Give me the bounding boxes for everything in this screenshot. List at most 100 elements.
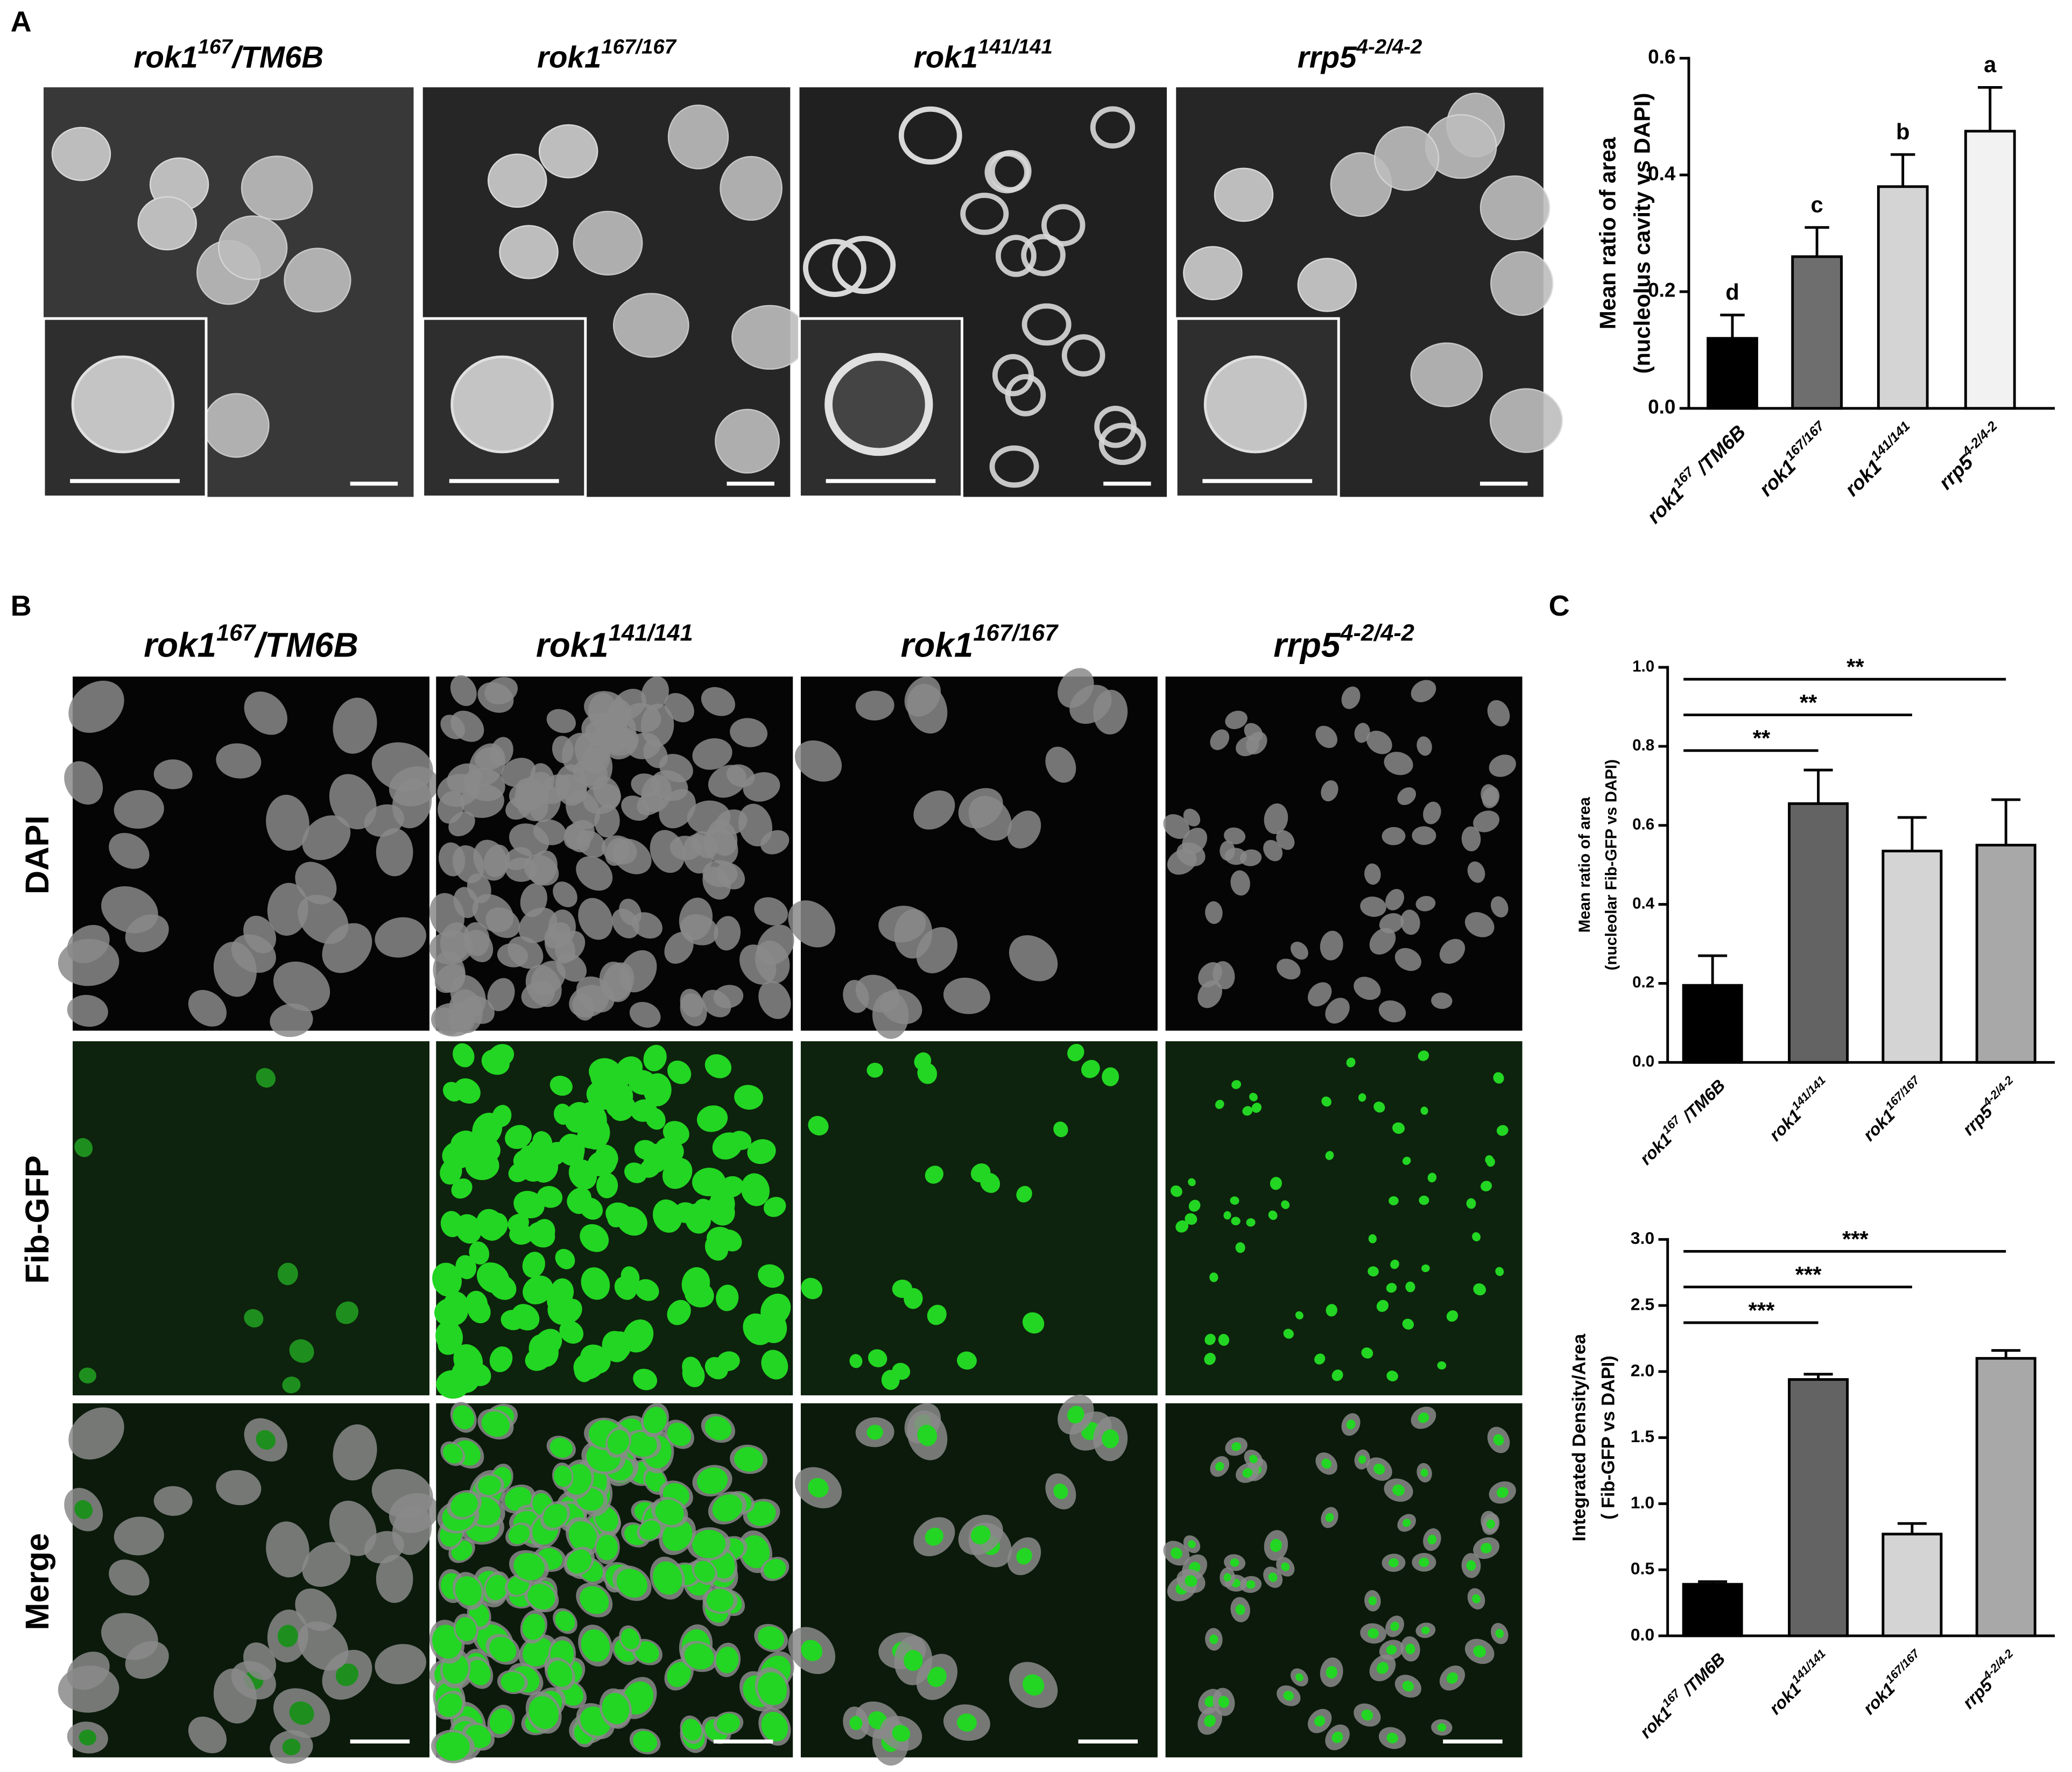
gfp-signal — [489, 1708, 513, 1734]
nucleus — [984, 151, 1030, 194]
gfp-signal — [633, 1731, 658, 1753]
nucleus — [1411, 680, 1436, 702]
nucleus — [576, 856, 613, 891]
gfp-signal — [1321, 1096, 1331, 1107]
gfp-signal — [1188, 1199, 1201, 1212]
gfp-signal — [1481, 1543, 1492, 1554]
gfp-signal — [1495, 1629, 1504, 1639]
nucleus — [943, 977, 990, 1014]
gfp-signal — [957, 1351, 977, 1370]
y-tick-label: 1.0 — [1631, 1493, 1654, 1512]
y-tick-label: 2.5 — [1631, 1294, 1654, 1314]
nucleus — [578, 898, 613, 940]
nucleus — [520, 883, 547, 917]
gfp-signal — [1171, 1547, 1182, 1559]
gfp-signal — [1418, 1412, 1429, 1423]
gfp-signal — [704, 1416, 732, 1441]
nucleus — [1467, 861, 1485, 883]
nucleus — [1320, 930, 1343, 961]
nucleus — [708, 765, 746, 798]
gfp-signal — [652, 1561, 682, 1595]
nucleus — [392, 778, 432, 829]
gfp-signal — [628, 1432, 657, 1457]
gfp-signal — [1419, 1195, 1429, 1205]
significance-letter: c — [1811, 192, 1823, 217]
nucleus — [1220, 841, 1235, 861]
nucleus — [188, 990, 227, 1027]
nucleus — [552, 736, 574, 764]
gfp-signal — [580, 1586, 609, 1614]
gfp-signal — [581, 1267, 610, 1300]
gfp-signal — [716, 1647, 739, 1674]
gfp-signal — [559, 1321, 584, 1344]
genotype-label: rok1167/TM6B — [133, 35, 323, 74]
gfp-signal — [608, 1430, 630, 1455]
gfp-signal — [443, 1444, 463, 1464]
micrograph — [1163, 676, 1523, 1031]
nucleus — [1041, 204, 1086, 246]
gfp-signal — [1376, 1300, 1389, 1312]
genotype-allele: 167 — [216, 620, 256, 646]
gfp-signal — [478, 1476, 501, 1495]
gfp-signal — [1185, 1575, 1197, 1587]
gfp-signal — [256, 1068, 276, 1088]
significance-label: ** — [1753, 725, 1771, 751]
panel-label: B — [11, 590, 32, 622]
nucleus — [1382, 827, 1406, 845]
gfp-signal — [866, 1424, 883, 1440]
genotype-label: rrp54-2/4-2 — [1298, 35, 1422, 74]
gfp-signal — [761, 1350, 788, 1380]
gfp-signal — [485, 1213, 508, 1238]
nucleus — [137, 196, 197, 251]
gfp-signal — [904, 1650, 923, 1671]
nucleus — [573, 210, 643, 276]
nucleus — [738, 803, 772, 846]
nucleus — [612, 293, 689, 358]
genotype-suffix: /TM6B — [253, 625, 358, 664]
nucleus — [1431, 992, 1453, 1009]
gfp-signal — [478, 1113, 501, 1133]
nucleus — [1369, 928, 1396, 955]
nucleus — [440, 715, 466, 739]
nucleus — [1297, 258, 1357, 312]
nucleus — [1021, 303, 1072, 346]
nucleus — [1490, 388, 1563, 453]
gfp-signal — [957, 1713, 977, 1732]
gfp-signal — [1016, 1548, 1032, 1565]
gfp-signal — [1235, 1242, 1245, 1253]
nucleus — [475, 747, 504, 771]
nucleus — [329, 774, 377, 830]
nucleus — [1461, 826, 1481, 852]
gfp-signal — [1390, 1621, 1399, 1632]
gfp-signal — [758, 1310, 787, 1343]
gfp-signal — [501, 1672, 525, 1692]
gfp-signal — [616, 1569, 647, 1598]
gfp-signal — [555, 1611, 575, 1632]
nucleus — [1183, 808, 1201, 827]
nucleus — [1045, 746, 1076, 783]
nucleus — [298, 1621, 349, 1671]
gfp-signal — [1251, 1103, 1262, 1113]
image-background — [73, 1041, 429, 1396]
gfp-signal — [1446, 1310, 1458, 1322]
gfp-signal — [1249, 1092, 1258, 1102]
nucleus — [758, 981, 791, 1019]
gfp-signal — [1016, 1185, 1032, 1203]
gfp-signal — [432, 1625, 462, 1659]
genotype-allele: 141/141 — [978, 35, 1053, 58]
gfp-signal — [734, 1085, 764, 1110]
gfp-signal — [655, 1137, 684, 1163]
genotype-gene: rok1 — [914, 40, 978, 74]
gfp-signal — [741, 1535, 770, 1569]
nucleus — [216, 743, 262, 779]
nucleus — [1230, 870, 1250, 896]
nucleus — [651, 770, 688, 801]
nucleus — [1374, 126, 1440, 191]
nucleus — [1276, 830, 1295, 850]
gfp-signal — [489, 1636, 517, 1662]
gfp-signal — [489, 1346, 513, 1372]
gfp-signal — [1368, 1596, 1377, 1606]
nucleus — [1061, 334, 1105, 377]
gfp-signal — [1446, 1672, 1458, 1684]
